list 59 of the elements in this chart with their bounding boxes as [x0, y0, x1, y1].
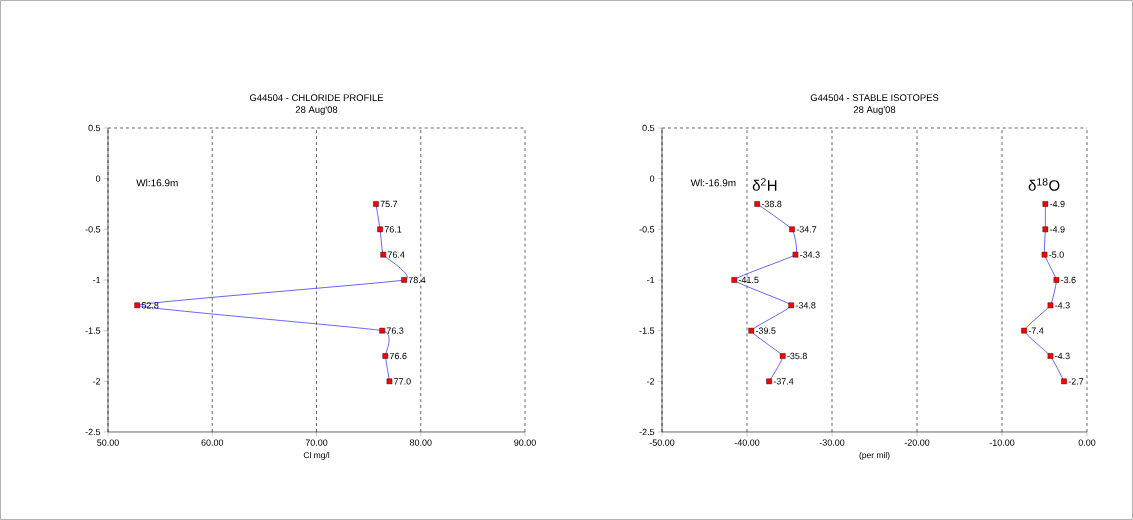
data-label: -4.9 [1049, 226, 1065, 233]
x-tick-label: 80.00 [409, 439, 432, 446]
y-tick-label: -0.5 [85, 226, 101, 233]
data-label: 75.7 [380, 200, 398, 208]
data-label: -4.9 [1049, 200, 1065, 208]
data-label: 78.4 [408, 276, 426, 284]
data-label: -7.4 [1028, 327, 1044, 334]
y-tick-label: -1 [647, 276, 655, 284]
y-tick-label: 0.5 [642, 124, 655, 132]
x-tick-label: 70.00 [305, 439, 328, 446]
data-label: -34.7 [796, 226, 817, 233]
data-label: -3.6 [1061, 276, 1076, 284]
chart-title: G44504 - CHLORIDE PROFILE [249, 94, 384, 101]
data-label: -35.8 [787, 352, 807, 360]
annotation: Wl:-16.9m [690, 179, 736, 187]
series-label: δ$^{18}$O [1028, 178, 1060, 191]
x-tick-label: -30.00 [819, 439, 845, 446]
data-label: 52.8 [141, 302, 159, 309]
annotation: Wl:16.9m [136, 179, 178, 187]
data-label: -2.7 [1068, 378, 1084, 385]
data-label: -37.4 [773, 378, 794, 385]
x-tick-label: -20.00 [904, 439, 930, 446]
x-tick-label: 90.00 [514, 439, 536, 446]
data-label: -38.8 [761, 200, 782, 208]
data-label: -4.3 [1055, 352, 1070, 360]
y-tick-label: -2.5 [639, 428, 655, 436]
chart-subtitle: 28 Aug'08 [853, 106, 896, 115]
y-tick-label: -2.5 [85, 428, 101, 436]
data-label: -34.3 [800, 251, 820, 258]
chart-title: G44504 - STABLE ISOTOPES [810, 94, 939, 101]
series-label: δ$^{2}$H [752, 178, 777, 191]
x-tick-label: 60.00 [201, 439, 224, 446]
x-tick-label: 0.00 [1078, 439, 1096, 446]
y-tick-label: -1.5 [85, 327, 101, 334]
chart-subtitle: 28 Aug'08 [295, 106, 338, 115]
x-tick-label: -40.00 [734, 439, 760, 446]
data-label: 76.6 [389, 352, 407, 360]
y-tick-label: 0.5 [88, 124, 101, 132]
data-label: -39.5 [755, 327, 776, 334]
data-label: -5.0 [1049, 251, 1064, 258]
y-tick-label: -2 [647, 378, 655, 385]
y-tick-label: -2 [93, 378, 101, 385]
x-axis-title: (per mil) [859, 451, 890, 460]
data-label: 76.4 [387, 251, 405, 258]
x-axis-title: Cl mg/l [303, 451, 330, 460]
x-tick-label: 50.00 [97, 439, 119, 446]
data-label: 76.3 [386, 327, 404, 334]
y-tick-label: -1.5 [639, 327, 655, 334]
data-label: 76.1 [384, 226, 402, 233]
data-label: -41.5 [738, 276, 759, 284]
x-tick-label: -10.00 [989, 439, 1015, 446]
data-label: -4.3 [1055, 302, 1070, 309]
y-tick-label: 0 [649, 175, 655, 182]
y-tick-label: -0.5 [639, 226, 655, 233]
x-tick-label: -50.00 [649, 439, 675, 446]
data-label: 77.0 [394, 378, 411, 385]
data-label: -34.8 [795, 302, 816, 309]
y-tick-label: 0 [95, 175, 101, 182]
y-tick-label: -1 [93, 276, 101, 284]
